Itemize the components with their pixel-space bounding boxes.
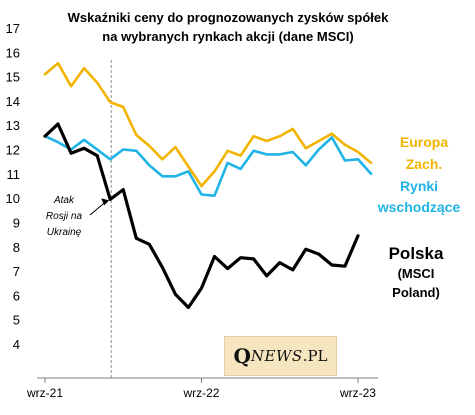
annotation-arrowhead: [101, 198, 110, 206]
series-lines: [43, 61, 373, 310]
logo-news: NEWS: [250, 347, 303, 365]
y-tick-label: 4: [13, 337, 20, 352]
series-label-polska: (MSCI: [398, 266, 435, 281]
x-tick-label: wrz-23: [339, 386, 376, 400]
series-label-europa: Zach.: [406, 156, 443, 172]
annotation-text: Atak: [53, 195, 75, 206]
y-tick-label: 17: [6, 21, 20, 36]
y-axis-tick-labels: 4 5 6 7 8 9 10 11 12 13 14 15 16 17: [6, 21, 20, 352]
y-tick-label: 6: [13, 288, 20, 303]
annotation-text: Ukrainę: [47, 227, 82, 238]
y-tick-label: 14: [6, 94, 20, 109]
annotation: Atak Rosji na Ukrainę: [46, 195, 110, 238]
y-tick-label: 13: [6, 118, 20, 133]
y-tick-label: 15: [6, 70, 20, 85]
series-label-rynki: wschodzące: [377, 199, 461, 215]
y-tick-label: 10: [6, 191, 20, 206]
y-tick-label: 5: [13, 313, 20, 328]
y-tick-label: 8: [13, 240, 20, 255]
y-tick-label: 9: [13, 215, 20, 230]
series-label-polska: Polska: [389, 244, 444, 263]
series-line-europa: [43, 61, 373, 188]
chart-title-line: Wskaźniki ceny do prognozowanych zysków …: [68, 10, 390, 25]
y-tick-label: 12: [6, 143, 20, 158]
series-label-rynki: Rynki: [400, 178, 438, 194]
series-label-polska: Poland): [392, 285, 440, 300]
chart-title: Wskaźniki ceny do prognozowanych zysków …: [68, 10, 390, 44]
qnews-logo: Q NEWS .PL: [224, 336, 337, 376]
series-line-polska: [43, 122, 360, 310]
series-line-rynki: [43, 134, 373, 197]
axes: [37, 377, 378, 383]
x-tick-label: wrz-22: [182, 386, 219, 400]
annotation-text: Rosji na: [46, 211, 83, 222]
x-axis-tick-labels: wrz-21 wrz-22 wrz-23: [26, 386, 376, 400]
x-tick-label: wrz-21: [26, 386, 63, 400]
chart-title-line: na wybranych rynkach akcji (dane MSCI): [102, 29, 353, 44]
series-labels: Europa Zach. Rynki wschodzące Polska (MSCI Pol…: [377, 134, 461, 300]
y-tick-label: 7: [13, 264, 20, 279]
series-label-europa: Europa: [400, 134, 448, 150]
logo-suffix: .PL: [302, 347, 328, 365]
logo-q: Q: [233, 344, 251, 368]
y-tick-label: 11: [7, 167, 21, 182]
y-tick-label: 16: [6, 45, 20, 60]
